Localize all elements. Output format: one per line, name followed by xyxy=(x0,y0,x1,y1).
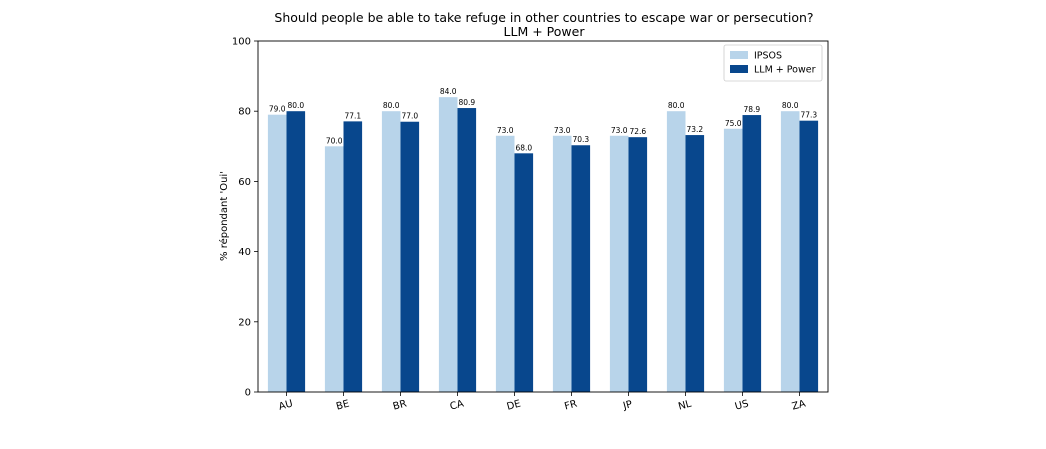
bar-llm-power-be xyxy=(343,121,363,392)
y-tick-label: 0 xyxy=(245,388,251,399)
data-label: 73.0 xyxy=(497,126,514,135)
data-label: 75.0 xyxy=(725,119,742,128)
legend-box xyxy=(723,44,823,82)
x-tick-label: BR xyxy=(392,398,408,412)
y-tick-label: 40 xyxy=(238,247,251,258)
y-tick-label: 60 xyxy=(238,177,251,188)
data-label: 79.0 xyxy=(269,105,286,114)
bar-llm-power-nl xyxy=(685,135,705,392)
x-tick-label: ZA xyxy=(791,398,807,412)
data-label: 70.3 xyxy=(572,135,589,144)
data-label: 80.0 xyxy=(287,101,304,110)
x-tick-label: FR xyxy=(563,399,578,413)
y-tick-label: 80 xyxy=(238,107,251,118)
chart-title: Should people be able to take refuge in … xyxy=(274,10,813,25)
data-label: 77.0 xyxy=(401,112,418,121)
data-label: 73.0 xyxy=(554,126,571,135)
x-tick-label: JP xyxy=(621,399,633,412)
data-label: 80.9 xyxy=(458,98,475,107)
bar-llm-power-fr xyxy=(571,145,591,392)
bar-ipsos-be xyxy=(324,146,344,392)
bar-ipsos-us xyxy=(723,128,743,392)
data-label: 70.0 xyxy=(326,136,343,145)
bar-ipsos-ca xyxy=(438,97,458,392)
bar-llm-power-de xyxy=(514,153,534,392)
bar-llm-power-ca xyxy=(457,108,477,392)
bars-group: 79.0 80.070.077.180.077.084.080.973.068.0… xyxy=(267,87,819,393)
data-label: 77.3 xyxy=(800,111,817,120)
legend-swatch xyxy=(730,51,748,59)
bar-ipsos-br xyxy=(381,111,401,392)
data-label: 73.0 xyxy=(611,126,628,135)
x-tick-label: US xyxy=(734,399,750,413)
data-label: 73.2 xyxy=(686,125,703,134)
bar-llm-power-za xyxy=(799,120,819,392)
bar-llm-power-jp xyxy=(628,137,648,392)
chart-subtitle: LLM + Power xyxy=(504,24,586,39)
data-label: 80.0 xyxy=(668,101,685,110)
x-tick-label: CA xyxy=(449,398,465,412)
bar-ipsos-nl xyxy=(666,111,686,392)
legend-swatch xyxy=(730,65,748,73)
y-axis-label: % répondant 'Oui' xyxy=(218,171,230,261)
bar-ipsos-jp xyxy=(609,135,629,392)
bar-llm-power-au xyxy=(286,111,306,392)
x-tick-label: AU xyxy=(278,398,295,412)
bar-ipsos-au xyxy=(267,114,287,393)
x-tick-label: DE xyxy=(506,398,522,412)
bar-ipsos-fr xyxy=(552,135,572,392)
bar-llm-power-br xyxy=(400,121,420,392)
x-tick-label: NL xyxy=(677,398,693,412)
data-label: 80.0 xyxy=(383,101,400,110)
axes-group: AU BE BR CA DE FR JP NL US ZA 0 20 40 60 80 100 xyxy=(232,37,829,413)
legend: IPSOS LLM + Power xyxy=(723,44,823,82)
legend-label: LLM + Power xyxy=(754,65,816,76)
data-label: 84.0 xyxy=(440,87,457,96)
y-tick-label: 100 xyxy=(232,37,251,48)
bar-ipsos-za xyxy=(780,111,800,392)
data-label: 80.0 xyxy=(782,101,799,110)
bar-ipsos-de xyxy=(495,135,515,392)
data-label: 77.1 xyxy=(344,111,361,120)
data-label: 72.6 xyxy=(629,127,646,136)
plot-frame xyxy=(257,40,829,393)
y-tick-label: 20 xyxy=(238,317,251,328)
legend-label: IPSOS xyxy=(754,51,782,62)
x-tick-label: BE xyxy=(335,399,351,413)
bar-llm-power-us xyxy=(742,115,762,392)
data-label: 78.9 xyxy=(743,105,760,114)
data-label: 68.0 xyxy=(515,143,532,152)
